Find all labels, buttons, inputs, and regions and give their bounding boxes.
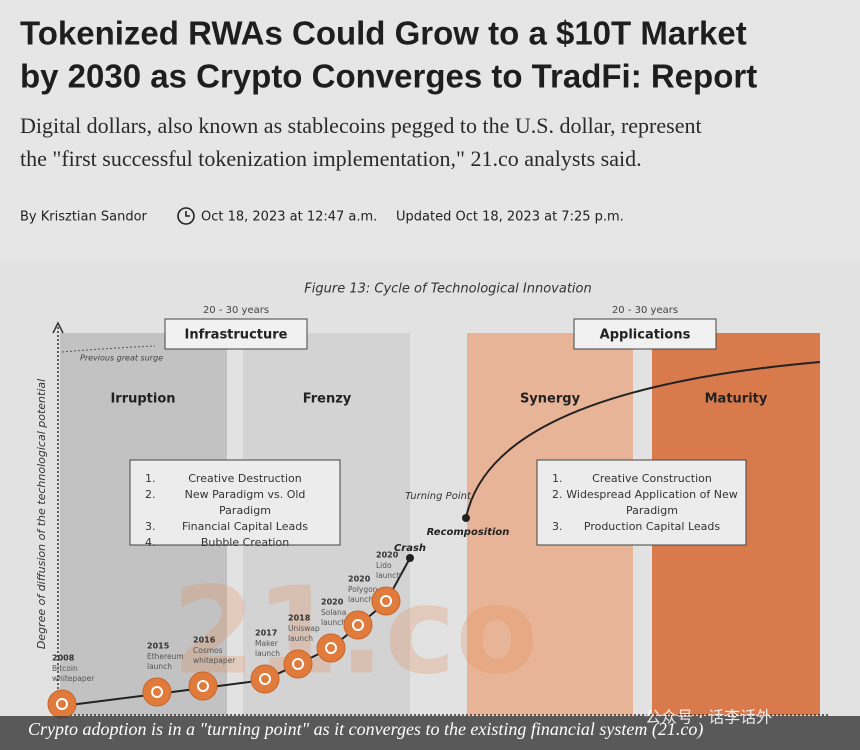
milestone-label: launch [147,662,172,671]
milestone-year: 2016 [193,636,216,645]
list-number: 1. [145,472,156,485]
milestone-icon [250,664,280,694]
period-box [573,318,717,350]
milestone-glyph [352,619,364,631]
previous-surge-label: Previous great surge [80,354,163,363]
list-number: 1. [552,472,563,485]
list-number: 4. [145,536,156,549]
list-number: 2. [552,488,563,501]
milestone-label: whitepaper [52,674,95,683]
milestone-year: 2018 [288,614,311,623]
milestone-glyph [259,673,271,685]
caption-band [0,716,860,750]
crash-label: Crash [394,543,426,554]
list-number: 3. [552,520,563,533]
milestone-glyph [56,698,68,710]
phase-name: Irruption [110,392,175,407]
subtitle-line: Digital dollars, also known as stablecoi… [20,113,702,138]
milestone-icon [343,610,373,640]
milestone-year: 2017 [255,629,277,638]
figure: Figure 13: Cycle of Technological Innova… [0,262,860,750]
clock-icon [177,207,195,225]
deployment-curve [465,361,821,519]
list-item: Production Capital Leads [584,520,721,533]
milestone-label: launch [255,649,280,658]
list-item: Financial Capital Leads [182,520,308,533]
milestone-glyph [325,642,337,654]
list-item: Creative Construction [592,472,712,485]
milestone-year: 2008 [52,654,75,663]
figure-title: Figure 13: Cycle of Technological Innova… [304,282,591,297]
turning-point-label: Turning Point [405,491,472,502]
milestone-icon [371,586,401,616]
phase-name: Synergy [520,392,581,407]
milestone-icon [283,649,313,679]
phase-name: Maturity [705,392,768,407]
list-number: 3. [145,520,156,533]
milestone-glyph [197,680,209,692]
milestone-glyph [380,595,392,607]
period-duration: 20 - 30 years [612,305,678,316]
milestone-label: whitepaper [193,656,236,665]
milestone-label: Bitcoin [52,664,78,673]
subtitle-line: the "first successful tokenization imple… [20,146,642,171]
milestone-label: Lido [376,561,392,570]
period-name: Infrastructure [185,328,288,343]
period-duration: 20 - 30 years [203,305,269,316]
recomposition-point [462,514,470,522]
list-item: Widespread Application of New Paradigm [566,488,737,517]
milestone-icon [188,671,218,701]
milestone-label: Maker [255,639,279,648]
recomposition-label: Recomposition [427,527,510,538]
milestone-year: 2020 [376,551,399,560]
milestone-year: 2020 [321,598,344,607]
headline-line: by 2030 as Crypto Converges to TradFi: R… [20,58,757,95]
updated-date: Updated Oct 18, 2023 at 7:25 p.m. [396,210,624,225]
list-box [129,459,341,546]
milestone-label: launch [348,595,373,604]
caption: Crypto adoption is in a "turning point" … [28,719,703,740]
milestone-glyph [151,686,163,698]
milestone-label: launch [288,634,313,643]
milestone-label: Cosmos [193,646,223,655]
y-axis-label: Degree of diffusion of the technological… [35,379,48,649]
channel-watermark: 公众号 · 话李话外 [645,708,772,727]
milestone-icon [47,689,77,719]
axis-arrow [52,321,64,334]
published-date: Oct 18, 2023 at 12:47 a.m. [201,210,377,225]
byline[interactable]: By Krisztian Sandor [20,210,148,225]
list-number: 2. [145,488,156,501]
milestone-label: launch [321,618,346,627]
list-item: Creative Destruction [188,472,302,485]
phase-name: Frenzy [303,392,352,407]
previous-surge-curve [61,345,156,353]
list-item: Bubble Creation [201,536,289,549]
milestone-year: 2020 [348,575,371,584]
milestone-glyph [292,658,304,670]
milestone-year: 2015 [147,642,170,651]
milestone-icon [142,677,172,707]
milestone-label: Ethereum [147,652,184,661]
milestone-label: Polygon [348,585,378,594]
milestone-label: Uniswap [288,624,320,633]
headline-line: Tokenized RWAs Could Grow to a $10T Mark… [20,15,747,52]
crash-point [406,554,414,562]
milestone-icon [316,633,346,663]
period-box [164,318,308,350]
list-box [536,459,747,546]
period-name: Applications [600,328,691,343]
list-item: New Paradigm vs. Old Paradigm [185,488,306,517]
milestone-label: Solana [321,608,346,617]
milestone-label: launch [376,571,401,580]
